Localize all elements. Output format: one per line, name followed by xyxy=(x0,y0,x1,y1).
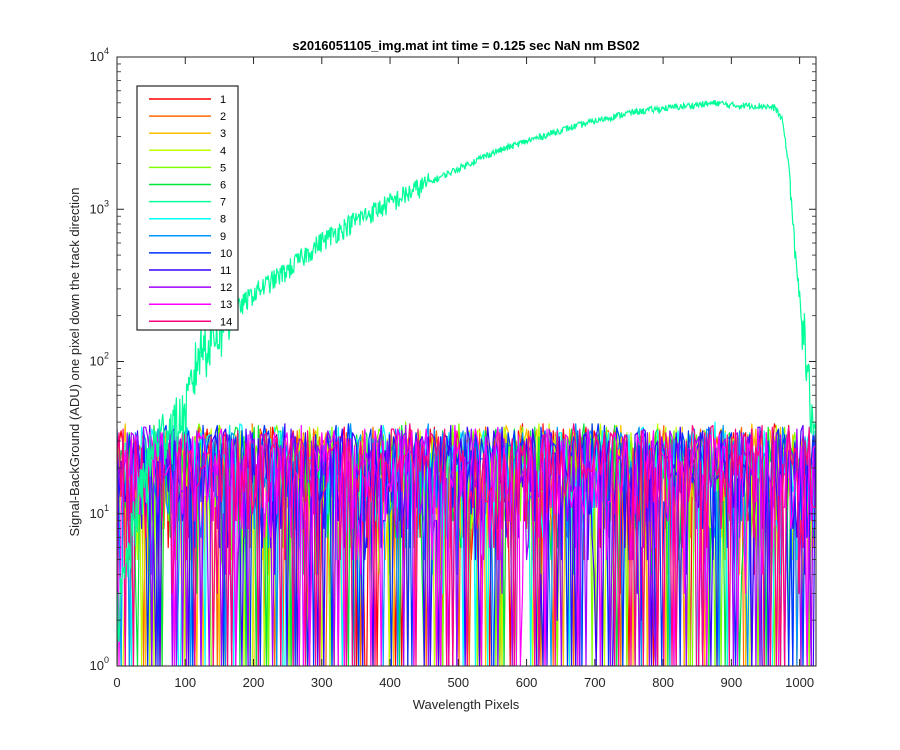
x-tick-label: 600 xyxy=(516,675,538,690)
x-tick-label: 400 xyxy=(379,675,401,690)
x-tick-label: 500 xyxy=(447,675,469,690)
legend-label-12: 12 xyxy=(220,282,232,294)
legend-label-4: 4 xyxy=(220,145,226,157)
x-tick-label: 0 xyxy=(113,675,120,690)
x-tick-label: 900 xyxy=(721,675,743,690)
y-tick-label: 103 xyxy=(90,198,109,216)
legend-label-5: 5 xyxy=(220,162,226,174)
legend-box xyxy=(136,85,239,331)
x-tick-label: 1000 xyxy=(785,675,814,690)
x-tick-label: 100 xyxy=(174,675,196,690)
x-tick-label: 300 xyxy=(311,675,333,690)
legend-label-13: 13 xyxy=(220,299,232,311)
x-tick-label: 700 xyxy=(584,675,606,690)
noise-series-layer xyxy=(117,421,816,666)
legend-label-10: 10 xyxy=(220,248,232,260)
x-tick-label: 200 xyxy=(243,675,265,690)
y-axis-label: Signal-BackGround (ADU) one pixel down t… xyxy=(67,187,82,536)
chart-title: s2016051105_img.mat int time = 0.125 sec… xyxy=(292,38,639,53)
series-line-14 xyxy=(117,423,816,666)
legend-label-6: 6 xyxy=(220,180,226,192)
legend-label-14: 14 xyxy=(220,316,232,328)
legend-label-7: 7 xyxy=(220,197,226,209)
legend-label-1: 1 xyxy=(220,94,226,106)
legend-label-8: 8 xyxy=(220,214,226,226)
legend-label-11: 11 xyxy=(220,265,231,277)
legend-label-2: 2 xyxy=(220,111,226,123)
legend-label-3: 3 xyxy=(220,128,226,140)
y-tick-label: 100 xyxy=(90,655,109,673)
y-tick-label: 101 xyxy=(90,503,109,521)
x-tick-label: 800 xyxy=(652,675,674,690)
y-tick-label: 102 xyxy=(90,351,109,369)
y-tick-label: 104 xyxy=(90,46,109,64)
legend-label-9: 9 xyxy=(220,231,226,243)
x-axis-ticks: 0 100 200 300 400 500 600 700 800 900 1000 xyxy=(113,57,814,690)
x-axis-label: Wavelength Pixels xyxy=(413,697,520,712)
